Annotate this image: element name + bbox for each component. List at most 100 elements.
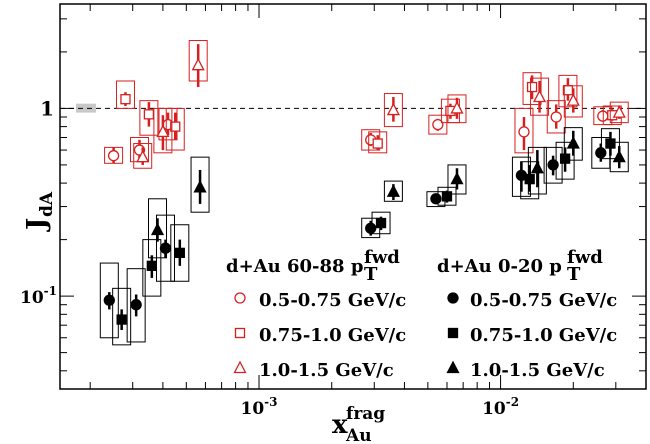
data-point — [566, 136, 580, 149]
data-point — [612, 149, 626, 163]
legend-label-central-0: 0.5-0.75 GeV/c — [470, 290, 617, 311]
legend-label-central-1: 0.75-1.0 GeV/c — [470, 325, 617, 346]
series-2 — [133, 40, 629, 169]
data-point — [432, 118, 444, 131]
legend-label-central-2: 1.0-1.5 GeV/c — [470, 360, 605, 381]
legend-label-peripheral-2: 1.0-1.5 GeV/c — [259, 360, 394, 381]
data-point — [146, 260, 157, 271]
data-point — [547, 159, 559, 171]
legend-label-peripheral-1: 0.75-1.0 GeV/c — [259, 325, 406, 346]
series-1 — [115, 72, 622, 154]
sys-box — [520, 161, 540, 200]
x-axis-label-sup: frag — [346, 404, 385, 424]
y-tick-label-1e-1: 10-1 — [20, 284, 57, 308]
data-point — [365, 222, 377, 234]
sys-box — [447, 94, 467, 124]
data-point — [430, 193, 442, 205]
x-axis-label: x — [332, 410, 348, 440]
y-tick-label-1: 1 — [40, 96, 54, 120]
data-point — [107, 150, 120, 162]
data-point — [386, 102, 400, 116]
sys-box — [558, 74, 578, 108]
data-point — [193, 179, 207, 193]
sys-box — [447, 164, 467, 195]
data-point — [386, 184, 400, 197]
legend-header-central-sup: fwd — [567, 247, 603, 268]
x-tick-label-1e-2-exp: -2 — [506, 395, 519, 409]
legend-header-central-sub: T — [567, 264, 581, 285]
x-tick-label-1e-2-base: 10 — [482, 399, 506, 419]
legend-marker-central — [446, 360, 460, 374]
series-5 — [148, 127, 629, 259]
legend-markers — [233, 292, 460, 374]
data-point — [116, 314, 127, 325]
data-point — [103, 294, 115, 306]
data-point — [143, 109, 155, 120]
data-point — [191, 57, 205, 71]
sys-box — [133, 143, 153, 169]
reference-band — [76, 103, 96, 113]
sys-box — [99, 262, 119, 339]
sys-box — [155, 214, 175, 282]
sys-box — [115, 80, 135, 109]
legend-header-peripheral: d+Au 60-88 p — [226, 256, 363, 277]
axis-ticks — [60, 4, 647, 389]
data-point — [559, 153, 571, 164]
data-point — [526, 81, 538, 93]
data-point — [550, 111, 562, 123]
data-point — [450, 171, 464, 185]
sys-box — [153, 107, 173, 154]
sys-box — [371, 211, 391, 235]
sys-box — [368, 131, 388, 154]
sys-box — [112, 287, 132, 346]
x-tick-label-1e-2: 10-2 — [482, 395, 519, 419]
sys-box — [139, 100, 159, 136]
data-point — [524, 173, 535, 185]
sys-box — [543, 146, 563, 184]
x-tick-label-1e-3-exp: -3 — [264, 395, 277, 409]
sys-box — [165, 107, 185, 151]
data-point — [566, 93, 580, 106]
data-point — [375, 217, 387, 229]
data-point — [450, 101, 464, 114]
data-point — [159, 242, 172, 254]
sys-box — [142, 239, 162, 297]
sys-box — [437, 186, 457, 206]
sys-box — [555, 141, 575, 180]
data-point — [532, 89, 547, 103]
sys-box — [527, 146, 547, 195]
data-point — [372, 138, 383, 149]
sys-box — [522, 72, 542, 105]
plot-frame — [59, 3, 647, 390]
sys-box — [383, 93, 403, 128]
legend-marker-central — [447, 292, 459, 304]
legend-marker-peripheral — [234, 327, 246, 339]
y-tick-label-1e-1-base: 10 — [20, 288, 44, 308]
sys-box — [190, 156, 210, 213]
data-point — [595, 147, 607, 159]
data-point — [156, 124, 170, 138]
legend-header-peripheral-sup: fwd — [364, 247, 400, 268]
sys-box — [609, 141, 629, 173]
data-point — [612, 105, 626, 118]
sys-box — [126, 268, 146, 343]
y-tick-label-1e-1-exp: -1 — [44, 284, 57, 298]
y-axis-label-sub: dA — [37, 191, 57, 217]
series-3 — [99, 136, 611, 343]
sys-box — [514, 107, 534, 154]
legend-header-central: d+Au 0-20 p — [437, 256, 562, 277]
data-point — [150, 222, 165, 236]
data-point — [130, 299, 142, 311]
legend-label-peripheral-0: 0.5-0.75 GeV/c — [259, 290, 406, 311]
sys-box — [383, 180, 403, 202]
x-axis-label-sub: Au — [345, 426, 372, 444]
legend-header-peripheral-sub: T — [364, 264, 378, 285]
data-point — [530, 160, 544, 174]
legend-marker-peripheral — [234, 292, 246, 304]
data-point — [174, 247, 185, 259]
data-marks — [99, 40, 629, 346]
data-point — [518, 126, 530, 138]
y-axis-label: J — [22, 218, 52, 232]
